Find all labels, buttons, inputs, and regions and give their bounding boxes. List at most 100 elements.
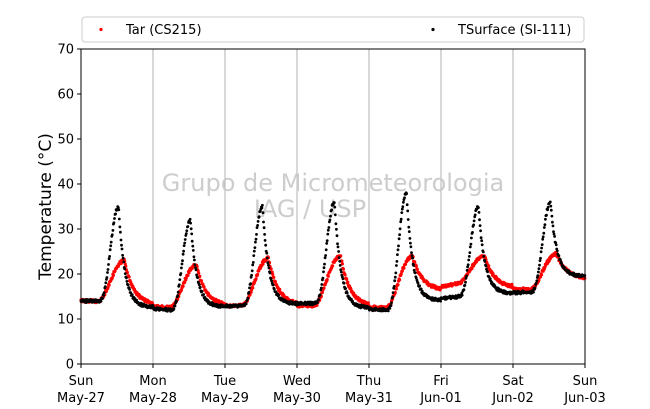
tsurface-point (406, 218, 410, 221)
tsurface-point (396, 248, 400, 252)
tsurface-point (249, 282, 253, 286)
tar-point (396, 283, 400, 287)
tar-point (341, 267, 345, 271)
tsurface-point (184, 232, 188, 236)
tar-point (278, 287, 282, 291)
x-tick-label-day: Sun (69, 374, 94, 389)
tsurface-point (410, 254, 414, 258)
tsurface-point (418, 284, 421, 288)
tsurface-point (536, 274, 540, 277)
tsurface-point (406, 209, 410, 213)
tsurface-point (439, 299, 442, 303)
tsurface-point (267, 266, 271, 270)
tsurface-point (251, 263, 255, 267)
tsurface-point (351, 299, 354, 303)
x-tick-label-day: Sun (573, 374, 598, 389)
legend-label-tsurface: TSurface (SI-111) (457, 23, 571, 38)
tsurface-point (257, 215, 261, 219)
x-tick-label-day: Tue (213, 374, 236, 389)
tsurface-point (182, 249, 186, 253)
tsurface-point (263, 233, 266, 236)
tsurface-point (560, 261, 563, 265)
tsurface-point (102, 294, 106, 297)
tsurface-point (393, 275, 397, 279)
tsurface-point (339, 270, 343, 274)
tsurface-point (391, 291, 395, 294)
tar-point (399, 272, 403, 276)
tar-point (322, 286, 326, 290)
x-tick-label-date: May-30 (273, 391, 321, 406)
tsurface-point (335, 227, 338, 231)
tsurface-point (386, 309, 390, 313)
tsurface-point (179, 272, 183, 275)
tsurface-point (345, 291, 349, 295)
tsurface-point (541, 235, 545, 239)
tsurface-point (388, 306, 392, 310)
tar-point (326, 274, 330, 278)
tar-point (346, 280, 350, 284)
tsurface-point (466, 265, 469, 269)
tsurface-point (335, 234, 339, 238)
tsurface-point (330, 208, 333, 212)
tar-point (186, 273, 190, 278)
x-tick-label-day: Thu (356, 374, 381, 389)
tsurface-point (412, 264, 415, 267)
tsurface-point (121, 253, 124, 257)
tsurface-point (248, 286, 251, 290)
tsurface-point (181, 252, 185, 256)
tsurface-point (255, 233, 258, 236)
tsurface-point (542, 226, 546, 229)
tar-point (198, 274, 202, 278)
tsurface-point (109, 244, 113, 248)
tsurface-point (473, 213, 477, 217)
tsurface-point (262, 226, 266, 230)
y-tick-label: 70 (57, 43, 74, 58)
tsurface-point (403, 196, 406, 200)
tar-point (256, 272, 260, 277)
tsurface-point (105, 276, 109, 279)
tar-point (366, 301, 370, 305)
tsurface-point (472, 219, 476, 223)
tar-point (111, 273, 115, 277)
tsurface-point (541, 237, 545, 241)
tsurface-point (126, 283, 130, 287)
tsurface-point (559, 258, 562, 262)
x-tick-label-date: May-29 (201, 391, 249, 406)
tsurface-point (123, 267, 127, 271)
tsurface-point (482, 255, 486, 258)
tsurface-point (317, 298, 320, 302)
tsurface-point (268, 271, 272, 275)
tar-point (393, 291, 397, 295)
tsurface-point (244, 302, 248, 306)
tsurface-point (551, 220, 554, 224)
tsurface-point (250, 273, 254, 277)
tsurface-point (408, 237, 412, 240)
tar-point (331, 264, 335, 268)
tsurface-point (183, 241, 187, 245)
tsurface-point (467, 258, 471, 262)
tsurface-point (389, 304, 393, 307)
tsurface-point (467, 255, 471, 258)
tsurface-point (337, 256, 341, 259)
tsurface-point (399, 217, 403, 221)
tar-point (106, 286, 110, 290)
tsurface-point (478, 218, 481, 222)
tsurface-point (546, 205, 550, 209)
tsurface-point (334, 222, 338, 226)
tsurface-point (256, 224, 259, 227)
tsurface-point (486, 270, 489, 274)
tsurface-point (392, 285, 396, 288)
tsurface-point (405, 192, 408, 196)
tsurface-point (193, 263, 197, 266)
tsurface-point (413, 271, 417, 275)
watermark: Grupo de Micrometeorologia IAG / USP (162, 169, 504, 223)
tar-point (183, 280, 187, 284)
tar-point (272, 275, 276, 279)
tsurface-point (130, 293, 134, 297)
tsurface-point (322, 266, 326, 270)
tsurface-point (246, 296, 250, 300)
legend-label-tar: Tar (CS215) (125, 23, 202, 38)
x-tick-label-day: Wed (283, 374, 311, 389)
tsurface-point (540, 246, 543, 250)
